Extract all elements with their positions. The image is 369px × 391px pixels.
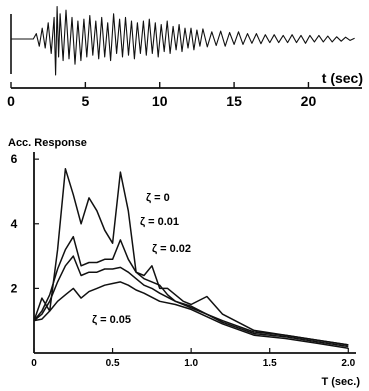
- annotation-zeta-0-02: ζ = 0.02: [152, 243, 191, 255]
- accelerogram-x-tick-label: 15: [226, 93, 242, 109]
- spectrum-y-label: Acc. Response: [8, 137, 87, 149]
- accelerogram-trace: [11, 6, 355, 76]
- spectrum-x-tick-label: 0.5: [106, 358, 120, 369]
- annotation-zeta-0-01: ζ = 0.01: [140, 216, 179, 228]
- spectrum-y-tick-label: 4: [11, 217, 18, 231]
- spectrum-x-tick-label: 2.0: [341, 358, 355, 369]
- annotation-zeta-0-05: ζ = 0.05: [92, 314, 131, 326]
- accelerogram-x-tick-label: 0: [7, 93, 15, 109]
- curve-zeta-0-01: [33, 235, 349, 346]
- accelerogram-x-tick-label: 5: [81, 93, 89, 109]
- spectrum-x-tick-label: 0: [31, 358, 37, 369]
- accelerogram-x-tick-label: 10: [152, 93, 168, 109]
- spectrum-y-tick-label: 6: [11, 152, 18, 166]
- spectrum-x-tick-label: 1.5: [263, 358, 277, 369]
- spectrum-x-tick-label: 1.0: [184, 358, 198, 369]
- annotation-zeta-0: ζ = 0: [146, 192, 170, 204]
- curve-zeta-0: [33, 168, 349, 346]
- curve-zeta-0-02: [33, 255, 349, 348]
- spectrum-y-tick-label: 2: [11, 281, 18, 295]
- accelerogram-panel: 0 5 10 15 20 t (sec): [7, 6, 363, 109]
- curve-zeta-0-05: [33, 281, 349, 349]
- accelerogram-x-label: t (sec): [322, 70, 363, 86]
- accelerogram-x-tick-label: 20: [301, 93, 317, 109]
- spectrum-x-label: T (sec.): [321, 376, 360, 388]
